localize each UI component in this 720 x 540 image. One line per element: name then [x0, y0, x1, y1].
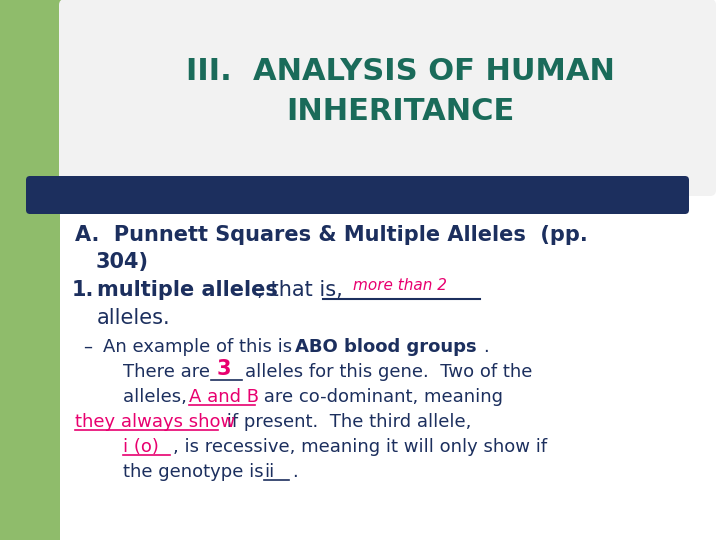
Text: i (o): i (o)	[123, 438, 159, 456]
Text: 304): 304)	[96, 252, 149, 272]
FancyBboxPatch shape	[26, 176, 689, 214]
Text: 1.: 1.	[72, 280, 94, 300]
Text: if present.  The third allele,: if present. The third allele,	[221, 413, 472, 431]
Text: alleles for this gene.  Two of the: alleles for this gene. Two of the	[245, 363, 532, 381]
Text: more than 2: more than 2	[353, 279, 447, 294]
Text: , is recessive, meaning it will only show if: , is recessive, meaning it will only sho…	[173, 438, 547, 456]
Text: –: –	[83, 338, 92, 356]
Text: .: .	[292, 463, 298, 481]
Text: the genotype is: the genotype is	[123, 463, 269, 481]
Text: .: .	[483, 338, 489, 356]
Text: 3: 3	[217, 359, 231, 379]
Text: III.  ANALYSIS OF HUMAN: III. ANALYSIS OF HUMAN	[186, 57, 614, 86]
Text: multiple alleles: multiple alleles	[97, 280, 278, 300]
Text: ii: ii	[264, 463, 274, 481]
Text: alleles,: alleles,	[123, 388, 193, 406]
Text: A.  Punnett Squares & Multiple Alleles  (pp.: A. Punnett Squares & Multiple Alleles (p…	[75, 225, 588, 245]
Text: they always show: they always show	[75, 413, 235, 431]
Text: ABO blood groups: ABO blood groups	[295, 338, 477, 356]
Text: alleles.: alleles.	[97, 308, 171, 328]
Text: are co-dominant, meaning: are co-dominant, meaning	[258, 388, 503, 406]
Bar	[0, 0, 60, 540]
Text: INHERITANCE: INHERITANCE	[286, 98, 514, 126]
FancyBboxPatch shape	[59, 0, 716, 196]
Text: A and B: A and B	[189, 388, 259, 406]
Text: An example of this is: An example of this is	[103, 338, 298, 356]
Bar	[0, 0, 170, 170]
Text: ; that is,: ; that is,	[257, 280, 343, 300]
Text: There are: There are	[123, 363, 216, 381]
